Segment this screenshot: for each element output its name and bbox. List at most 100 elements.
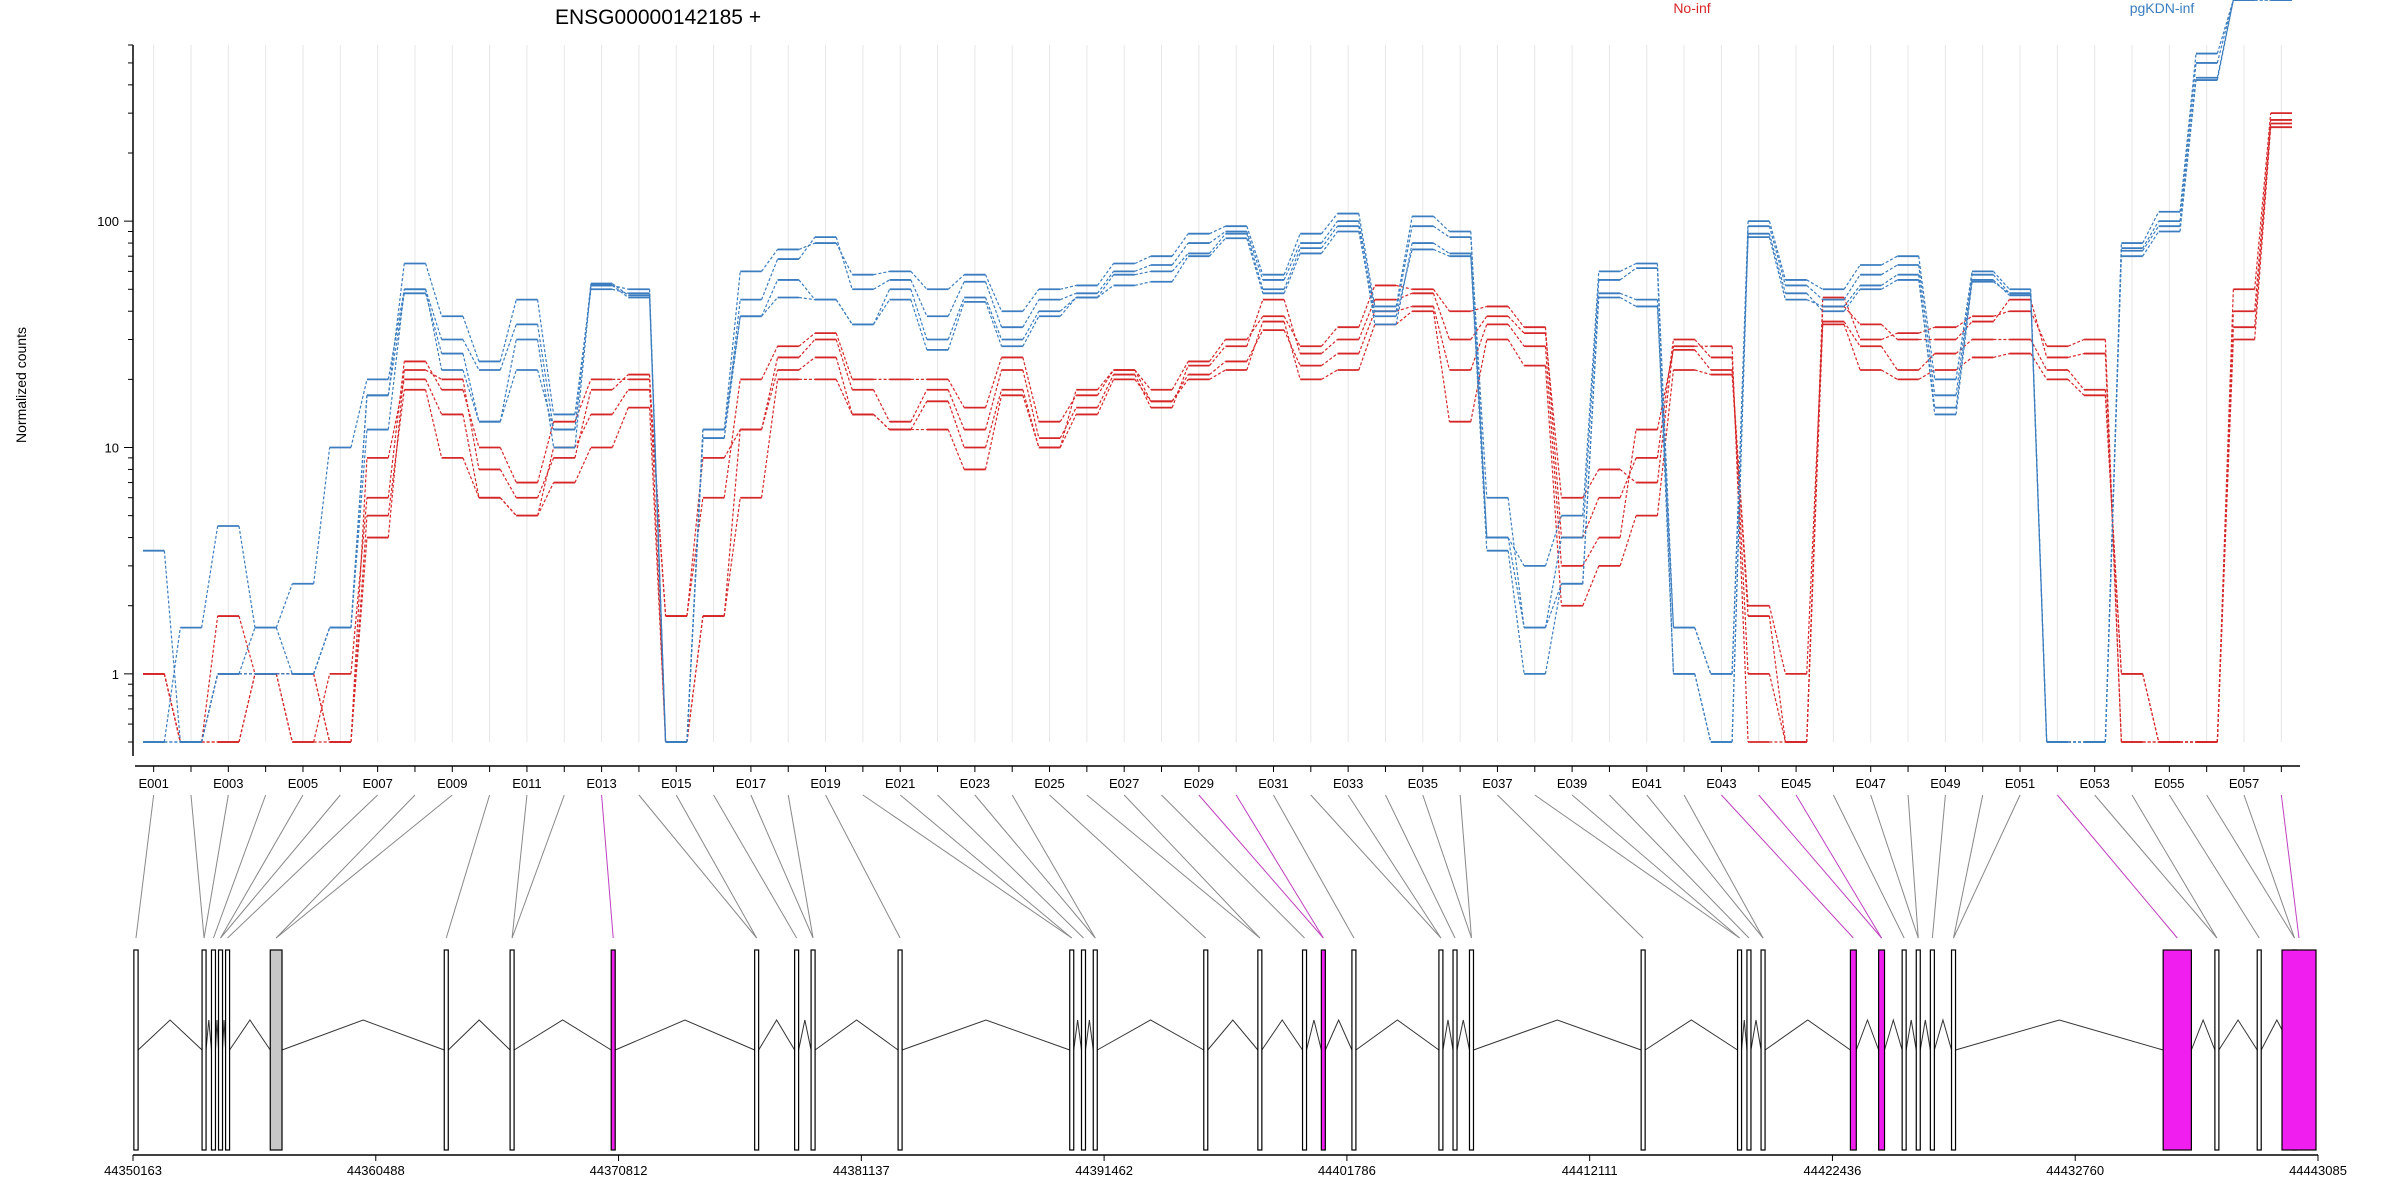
series-connector — [1246, 233, 1264, 290]
exon-connector — [227, 794, 378, 939]
exon-connector — [1571, 794, 1740, 939]
exon-connector — [2168, 794, 2260, 939]
series-connector — [648, 407, 667, 743]
exon-box — [610, 949, 616, 1151]
series-connector — [1806, 284, 1824, 301]
series-connector — [1209, 369, 1226, 380]
genomic-coordinate-ticks: 44350163 44360488 44370812 44381137 44391462… — [104, 1154, 2347, 1178]
exon-connector — [1832, 794, 1905, 939]
exon-connector — [1907, 794, 1919, 939]
exon-connector — [601, 794, 614, 939]
series-connector — [2030, 295, 2048, 743]
genomic-tick-label: 44350163 — [104, 1163, 162, 1178]
series-connector — [537, 482, 555, 516]
exon-connector — [1235, 794, 1324, 939]
series-connector — [835, 242, 853, 275]
series-connector — [760, 369, 779, 430]
series-connector — [1171, 253, 1189, 272]
x-tick-label: E005 — [288, 776, 318, 791]
series-connector — [1768, 220, 1786, 281]
series-connector — [1432, 293, 1451, 340]
series-connector — [835, 236, 853, 290]
exon-box — [201, 949, 207, 1151]
series-connector — [1993, 281, 2010, 294]
exon-connector — [825, 794, 901, 939]
series-connector — [1768, 605, 1786, 674]
series-connector — [2216, 339, 2234, 743]
series-connector — [574, 389, 592, 458]
exon-connector — [203, 794, 229, 939]
intron — [1207, 1019, 1259, 1051]
exon-box — [217, 949, 224, 1151]
series-connector — [648, 297, 667, 743]
series-connector — [1134, 379, 1152, 402]
series-connector — [1246, 315, 1264, 340]
series-connector — [1470, 237, 1488, 498]
intron — [1750, 1019, 1762, 1051]
series-connector — [275, 673, 293, 743]
intron — [1933, 1018, 1953, 1051]
series-connector — [1171, 365, 1189, 408]
series-connector — [2067, 338, 2085, 347]
x-tick-label: E041 — [1632, 776, 1662, 791]
series-connector — [611, 407, 629, 448]
intron — [281, 1019, 445, 1051]
series-connector — [611, 283, 629, 296]
series-connector — [499, 497, 517, 517]
series-connector — [201, 616, 219, 743]
exon-box — [1092, 949, 1098, 1151]
series-connector — [1843, 285, 1861, 307]
x-tick-label: E033 — [1333, 776, 1363, 791]
exon-connector — [1646, 794, 1764, 939]
series-connector — [1097, 271, 1115, 294]
series-connector — [1544, 515, 1563, 567]
series-connector — [798, 332, 816, 347]
x-tick-label: E027 — [1109, 776, 1139, 791]
x-tick-label: E045 — [1781, 776, 1811, 791]
series-connector — [2067, 369, 2085, 391]
series-connector — [2216, 0, 2234, 64]
exon-connectors — [135, 794, 2300, 939]
series-connector — [1283, 233, 1301, 275]
exon-box — [1640, 949, 1646, 1151]
series-connector — [947, 401, 965, 448]
series-connector — [499, 339, 517, 422]
series-connector — [1507, 306, 1525, 328]
exon-connector — [1683, 794, 1764, 939]
series-connector — [1619, 262, 1637, 272]
exon-connector — [1347, 794, 1442, 939]
exon-box — [1452, 949, 1458, 1151]
intron — [1919, 1019, 1931, 1051]
series-connector — [1246, 321, 1264, 371]
series-connector — [387, 289, 405, 380]
x-tick-label: E035 — [1408, 776, 1438, 791]
series-connector — [1470, 324, 1488, 371]
series-connector — [1209, 360, 1226, 376]
series-connector — [1544, 537, 1563, 628]
series-connector — [238, 525, 256, 628]
series-connector — [1881, 264, 1898, 276]
series-connector — [2216, 0, 2234, 81]
intron — [1324, 1018, 1353, 1051]
series-connector — [1059, 292, 1077, 301]
series-connector — [1096, 374, 1115, 408]
exon-connector — [511, 794, 528, 939]
x-tick-label: E019 — [810, 776, 840, 791]
x-tick-label: E025 — [1034, 776, 1064, 791]
series-connector — [1768, 673, 1786, 743]
series-connector — [1321, 339, 1338, 355]
series-connector — [1694, 349, 1712, 371]
series-connector — [1582, 565, 1600, 606]
exon-box — [1915, 949, 1921, 1151]
series-connector — [1432, 288, 1450, 312]
series-connector — [1544, 327, 1563, 538]
series-connector — [425, 369, 442, 380]
series-connector — [1022, 299, 1040, 328]
exon-connector — [2280, 794, 2300, 939]
genomic-tick-label: 44422436 — [1804, 1163, 1862, 1178]
series-connector — [873, 299, 891, 325]
series-connector — [1656, 349, 1675, 430]
series-lines — [143, 0, 2292, 743]
series-connector — [1022, 395, 1040, 448]
